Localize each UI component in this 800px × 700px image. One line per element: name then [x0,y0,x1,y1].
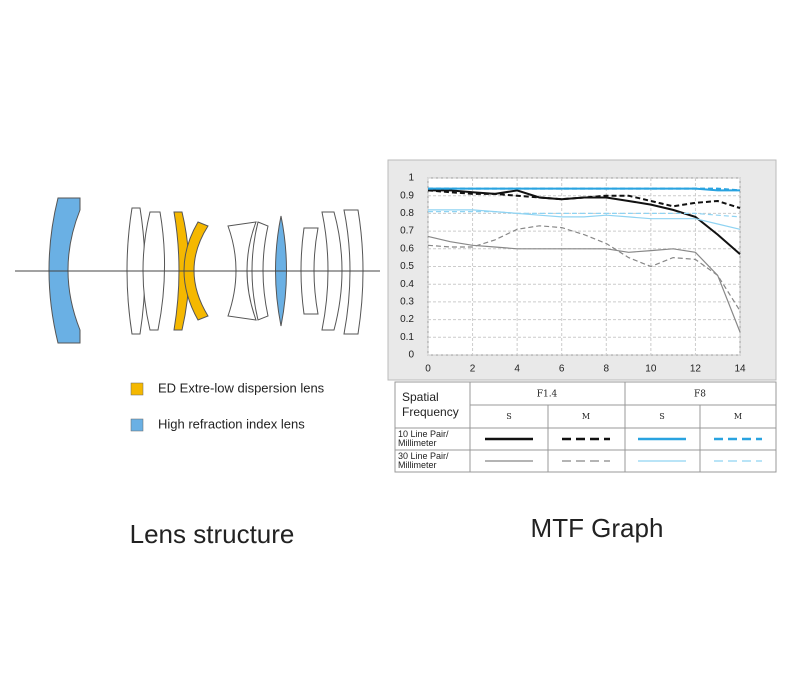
table-header: Spatial Frequency [402,390,459,419]
y-tick-label: 0.1 [400,332,414,343]
position-label: M [582,412,590,421]
x-tick-label: 0 [425,364,431,375]
mtf-line [427,235,741,333]
y-tick-label: 0.3 [400,297,414,308]
lens-diagram [15,197,380,344]
y-tick-label: 0 [408,350,414,361]
x-tick-label: 10 [645,364,657,375]
y-tick-label: 0.8 [400,208,414,219]
lens-element [343,209,364,335]
y-tick-label: 0.9 [400,190,414,201]
lens-element [183,221,209,321]
mtf-line [427,225,741,312]
mtf-line [428,209,741,230]
chart-title: MTF Graph [531,513,664,543]
y-tick-label: 0.5 [400,261,414,272]
row-label: 10 Line Pair/ Millimeter [398,429,451,448]
legend-swatch [130,382,144,396]
y-tick-label: 0.7 [400,226,414,237]
position-label: S [506,412,511,421]
x-tick-label: 6 [559,364,565,375]
y-tick-label: 0.6 [400,243,414,254]
position-label: S [659,412,664,421]
mtf-line [428,211,741,218]
lens-legend: ED Extre-low dispersion lens High refract… [130,380,325,432]
x-tick-label: 12 [690,364,702,375]
mtf-line [428,187,741,192]
legend-swatch [130,418,144,432]
aperture-label: F8 [694,390,706,400]
position-label: M [734,412,742,421]
legend-table: Spatial Frequency F1.4 F8 S M S M 10 Line Pair/… [394,381,777,473]
lens-title: Lens structure [130,519,295,549]
legend-label: High refraction index lens [158,416,305,431]
table-border [394,381,777,473]
mtf-chart: 00.10.20.30.40.50.60.70.80.910 2 4 6 8 10 12 14 [400,173,746,375]
legend-label: ED Extre-low dispersion lens [158,380,325,395]
aperture-label: F1.4 [537,390,558,400]
x-tick-label: 14 [734,364,746,375]
x-tick-label: 8 [604,364,610,375]
x-tick-label: 4 [514,364,520,375]
y-tick-label: 1 [408,173,414,184]
x-tick-label: 2 [470,364,476,375]
y-tick-label: 0.4 [400,279,414,290]
row-label: 30 Line Pair/ Millimeter [398,451,451,470]
y-tick-label: 0.2 [400,314,414,325]
mtf-line [427,189,741,210]
